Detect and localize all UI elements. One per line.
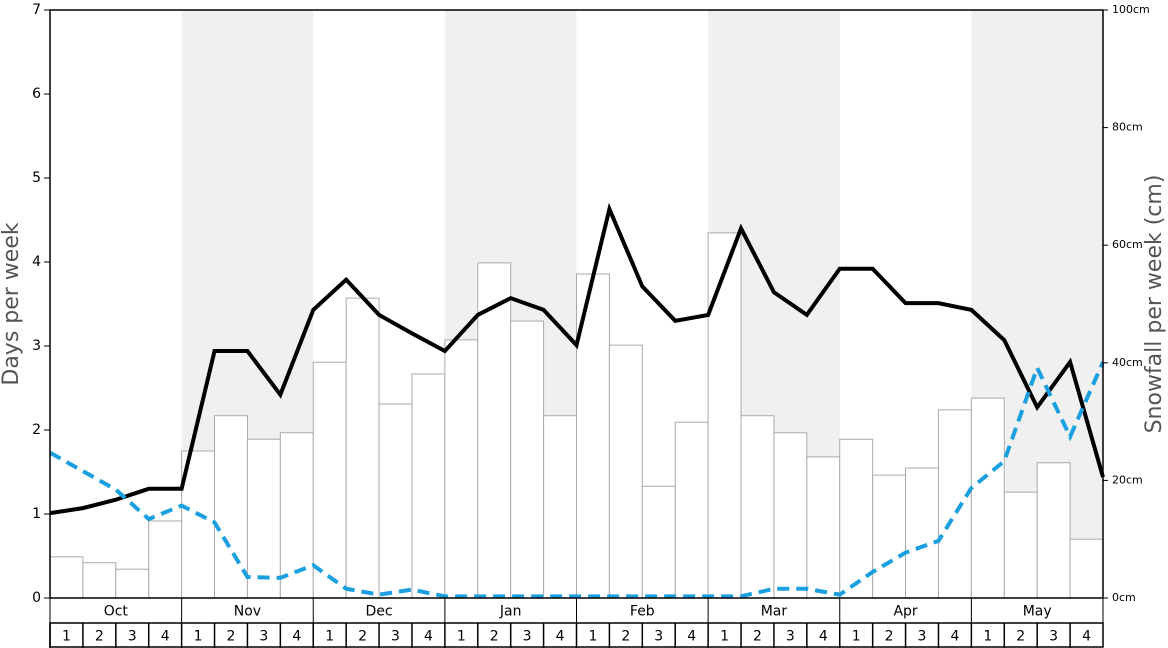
x-tick-label: 4 bbox=[819, 629, 828, 645]
bar bbox=[707, 232, 742, 599]
bar bbox=[82, 562, 117, 599]
bar bbox=[806, 456, 841, 599]
month-label: Apr bbox=[893, 604, 917, 620]
bar bbox=[378, 403, 413, 599]
y2-tick-label: 40cm bbox=[1112, 356, 1143, 369]
y-tick-label: 5 bbox=[32, 170, 41, 186]
y2-tick-label: 20cm bbox=[1112, 473, 1143, 486]
x-tick-label: 3 bbox=[523, 629, 532, 645]
y2-tick-label: 60cm bbox=[1112, 238, 1143, 251]
x-tick-label: 4 bbox=[161, 629, 170, 645]
y2-tick-label: 100cm bbox=[1112, 3, 1150, 16]
x-tick-label: 1 bbox=[194, 629, 203, 645]
x-tick-label: 4 bbox=[687, 629, 696, 645]
bar bbox=[608, 344, 643, 599]
month-label: Oct bbox=[104, 604, 129, 620]
bar bbox=[181, 450, 216, 599]
y-tick-label: 0 bbox=[32, 590, 41, 606]
bar bbox=[148, 520, 183, 599]
x-tick-label: 1 bbox=[720, 629, 729, 645]
month-label: Mar bbox=[761, 604, 788, 620]
month-label: Dec bbox=[366, 604, 393, 620]
y2-axis-label: Snowfall per week (cm) bbox=[1142, 175, 1167, 434]
y2-tick-label: 80cm bbox=[1112, 121, 1143, 134]
x-tick-label: 2 bbox=[753, 629, 762, 645]
bar bbox=[970, 397, 1005, 599]
bar bbox=[1036, 462, 1071, 599]
bar bbox=[872, 474, 907, 599]
bar bbox=[1069, 538, 1104, 599]
y-tick-label: 7 bbox=[32, 2, 41, 18]
x-tick-label: 3 bbox=[128, 629, 137, 645]
x-tick-label: 3 bbox=[259, 629, 268, 645]
bar bbox=[411, 373, 446, 599]
bar bbox=[49, 556, 84, 599]
x-tick-label: 1 bbox=[852, 629, 861, 645]
y-tick-label: 1 bbox=[32, 506, 41, 522]
y-tick-label: 6 bbox=[32, 86, 41, 102]
x-tick-label: 3 bbox=[1049, 629, 1058, 645]
bar bbox=[1003, 491, 1038, 599]
y-tick-label: 3 bbox=[32, 338, 41, 354]
line-series bbox=[49, 202, 1105, 516]
x-tick-label: 1 bbox=[325, 629, 334, 645]
y-tick-label: 2 bbox=[32, 422, 41, 438]
month-label: Feb bbox=[630, 604, 655, 620]
bar bbox=[773, 432, 808, 599]
y-axis-label: Days per week bbox=[0, 222, 24, 385]
x-tick-label: 2 bbox=[358, 629, 367, 645]
x-tick-label: 2 bbox=[227, 629, 236, 645]
bar bbox=[477, 262, 512, 599]
x-tick-label: 4 bbox=[950, 629, 959, 645]
x-tick-label: 2 bbox=[95, 629, 104, 645]
y-tick-label: 4 bbox=[32, 254, 41, 270]
bar bbox=[674, 421, 709, 599]
line-series bbox=[49, 361, 1105, 599]
x-tick-label: 2 bbox=[490, 629, 499, 645]
bar bbox=[740, 415, 775, 599]
bar bbox=[115, 568, 150, 599]
bar bbox=[246, 438, 281, 599]
x-tick-label: 3 bbox=[918, 629, 927, 645]
bar bbox=[937, 409, 972, 599]
bar bbox=[345, 297, 380, 599]
bar bbox=[444, 339, 479, 599]
x-tick-label: 4 bbox=[1082, 629, 1091, 645]
x-tick-label: 4 bbox=[556, 629, 565, 645]
x-tick-label: 3 bbox=[654, 629, 663, 645]
bar bbox=[905, 467, 939, 599]
month-label: Jan bbox=[499, 604, 522, 620]
bar bbox=[641, 485, 676, 599]
x-tick-label: 1 bbox=[983, 629, 992, 645]
y2-tick-label: 0cm bbox=[1112, 591, 1136, 604]
x-tick-label: 1 bbox=[457, 629, 466, 645]
bar bbox=[510, 320, 545, 599]
bar bbox=[214, 415, 248, 599]
month-label: May bbox=[1023, 604, 1052, 620]
x-tick-label: 4 bbox=[424, 629, 433, 645]
x-tick-label: 3 bbox=[786, 629, 795, 645]
x-tick-label: 2 bbox=[1016, 629, 1025, 645]
x-tick-label: 1 bbox=[62, 629, 71, 645]
x-tick-label: 1 bbox=[588, 629, 597, 645]
bar bbox=[312, 361, 347, 599]
x-tick-label: 2 bbox=[885, 629, 894, 645]
x-tick-label: 4 bbox=[292, 629, 301, 645]
month-label: Nov bbox=[234, 604, 261, 620]
x-tick-label: 3 bbox=[391, 629, 400, 645]
x-tick-label: 2 bbox=[621, 629, 630, 645]
bar bbox=[543, 415, 577, 599]
